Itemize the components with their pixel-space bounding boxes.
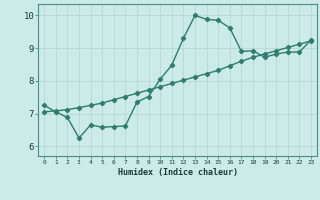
- X-axis label: Humidex (Indice chaleur): Humidex (Indice chaleur): [118, 168, 238, 177]
